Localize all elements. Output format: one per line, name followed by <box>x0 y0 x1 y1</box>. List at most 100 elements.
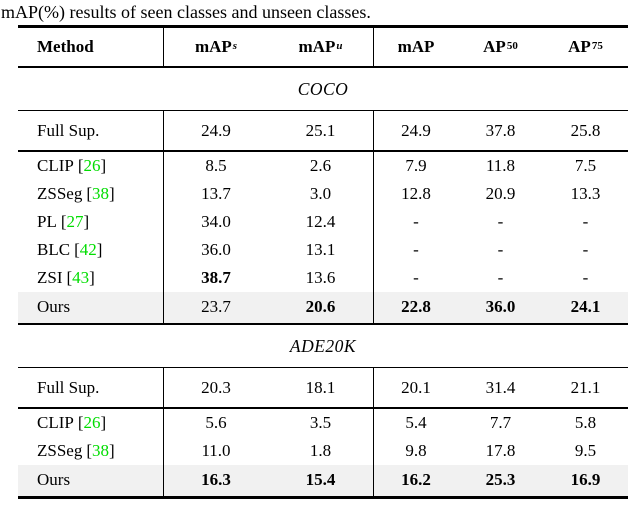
value-cell: 36.0 <box>485 297 516 317</box>
value-cell: 34.0 <box>163 207 268 236</box>
value-cell: 13.1 <box>305 239 336 259</box>
table-row: ZSSeg [38] 11.0 1.8 9.8 17.8 9.5 <box>18 436 628 465</box>
value-cell: 1.8 <box>309 440 332 460</box>
value-cell: 11.8 <box>485 155 516 175</box>
section-row-coco: COCO <box>18 68 628 110</box>
value-cell: - <box>497 211 504 231</box>
citation: [38] <box>86 183 115 203</box>
method-name: Ours <box>37 297 71 317</box>
metric-base: mAP <box>194 36 232 56</box>
citation: [42] <box>74 239 103 259</box>
table-rule <box>18 495 628 499</box>
value-cell: 25.8 <box>570 120 601 140</box>
column-header-metric: mAP <box>373 27 458 66</box>
value-cell: 17.8 <box>485 440 516 460</box>
method-cell: Full Sup. <box>18 111 163 150</box>
value-cell: - <box>582 267 589 287</box>
table-row: Ours 23.7 20.6 22.8 36.0 24.1 <box>18 291 628 323</box>
citation-number: 27 <box>66 211 84 231</box>
method-name: CLIP <box>37 412 74 432</box>
value-cell: 24.9 <box>163 111 268 151</box>
value-cell: 13.7 <box>163 179 268 208</box>
table-row: Ours 16.3 15.4 16.2 25.3 16.9 <box>18 464 628 496</box>
value-cell: 3.0 <box>309 183 332 203</box>
method-cell: PL [27] <box>18 208 163 236</box>
value-cell: 15.4 <box>305 470 336 490</box>
table-row: Full Sup. 20.3 18.1 20.1 31.4 21.1 <box>18 368 628 408</box>
citation-number: 26 <box>83 155 101 175</box>
method-name: ZSSeg <box>37 183 83 203</box>
table-row: PL [27] 34.0 12.4- - - <box>18 207 628 236</box>
value-cell: 25.1 <box>305 120 336 140</box>
citation-number: 42 <box>79 239 97 259</box>
method-cell: Full Sup. <box>18 368 163 407</box>
citation: [38] <box>86 440 115 460</box>
value-cell: 36.0 <box>163 235 268 264</box>
value-cell: 16.9 <box>570 470 601 490</box>
value-cell: 31.4 <box>485 377 516 397</box>
method-name: ZSI <box>37 267 63 287</box>
value-cell: 23.7 <box>163 291 268 323</box>
method-name: Ours <box>37 470 71 490</box>
value-cell: - <box>373 263 458 292</box>
value-cell: - <box>582 211 589 231</box>
value-cell: 37.8 <box>485 120 516 140</box>
method-name: Full Sup. <box>37 377 100 397</box>
metric-base: mAP <box>397 36 435 56</box>
value-cell: 13.6 <box>305 267 336 287</box>
method-name: CLIP <box>37 155 74 175</box>
value-cell: 24.1 <box>570 297 601 317</box>
method-cell: ZSI [43] <box>18 264 163 292</box>
method-cell: Ours <box>18 292 163 323</box>
method-cell: ZSSeg [38] <box>18 437 163 465</box>
value-cell: 5.8 <box>574 412 597 432</box>
column-header-metric: mAP u <box>298 36 343 56</box>
value-cell: 7.9 <box>373 151 458 180</box>
value-cell: - <box>582 239 589 259</box>
table-row: Full Sup. 24.9 25.1 24.9 37.8 25.8 <box>18 111 628 151</box>
method-cell: CLIP [26] <box>18 409 163 437</box>
citation-number: 43 <box>72 267 90 287</box>
method-name: BLC <box>37 239 71 259</box>
table-rule <box>18 65 628 68</box>
method-cell: BLC [42] <box>18 236 163 264</box>
table-rule <box>18 322 628 326</box>
value-cell: 8.5 <box>163 151 268 180</box>
method-cell: ZSSeg [38] <box>18 180 163 208</box>
section-row-ade20k: ADE20K <box>18 325 628 367</box>
value-cell: 38.7 <box>163 263 268 292</box>
results-table: Method mAP s mAP u mAP AP 50 AP 75 COCO Full Sup. 24… <box>18 25 628 499</box>
value-cell: 20.1 <box>373 368 458 408</box>
value-cell: 5.4 <box>373 408 458 437</box>
table-caption: mAP(%) results of seen classes and unsee… <box>1 2 371 22</box>
column-header-method: Method <box>37 36 94 56</box>
value-cell: 7.7 <box>489 412 512 432</box>
value-cell: - <box>497 239 504 259</box>
citation: [27] <box>60 211 90 231</box>
method-cell: CLIP [26] <box>18 152 163 180</box>
citation: [43] <box>66 267 95 287</box>
value-cell: 22.8 <box>373 291 458 323</box>
section-title: COCO <box>297 78 349 99</box>
column-header-metric: AP 75 <box>568 36 603 56</box>
citation-number: 26 <box>83 412 101 432</box>
value-cell: 16.2 <box>373 464 458 496</box>
citation-number: 38 <box>92 183 110 203</box>
value-cell: 12.8 <box>373 179 458 208</box>
value-cell: 20.6 <box>305 297 336 317</box>
value-cell: 18.1 <box>305 377 336 397</box>
table-rule <box>18 367 628 369</box>
table-rule <box>18 150 628 152</box>
table-rule <box>18 25 628 28</box>
method-name: ZSSeg <box>37 440 83 460</box>
value-cell: 13.3 <box>570 183 601 203</box>
metric-base: AP <box>483 36 506 56</box>
section-title: ADE20K <box>289 335 357 356</box>
method-cell: Ours <box>18 465 163 496</box>
value-cell: 9.5 <box>574 440 597 460</box>
value-cell: 2.6 <box>309 155 332 175</box>
value-cell: - <box>497 267 504 287</box>
metric-base: AP <box>568 36 591 56</box>
table-row: ZSI [43] 38.7 13.6- - - <box>18 263 628 292</box>
